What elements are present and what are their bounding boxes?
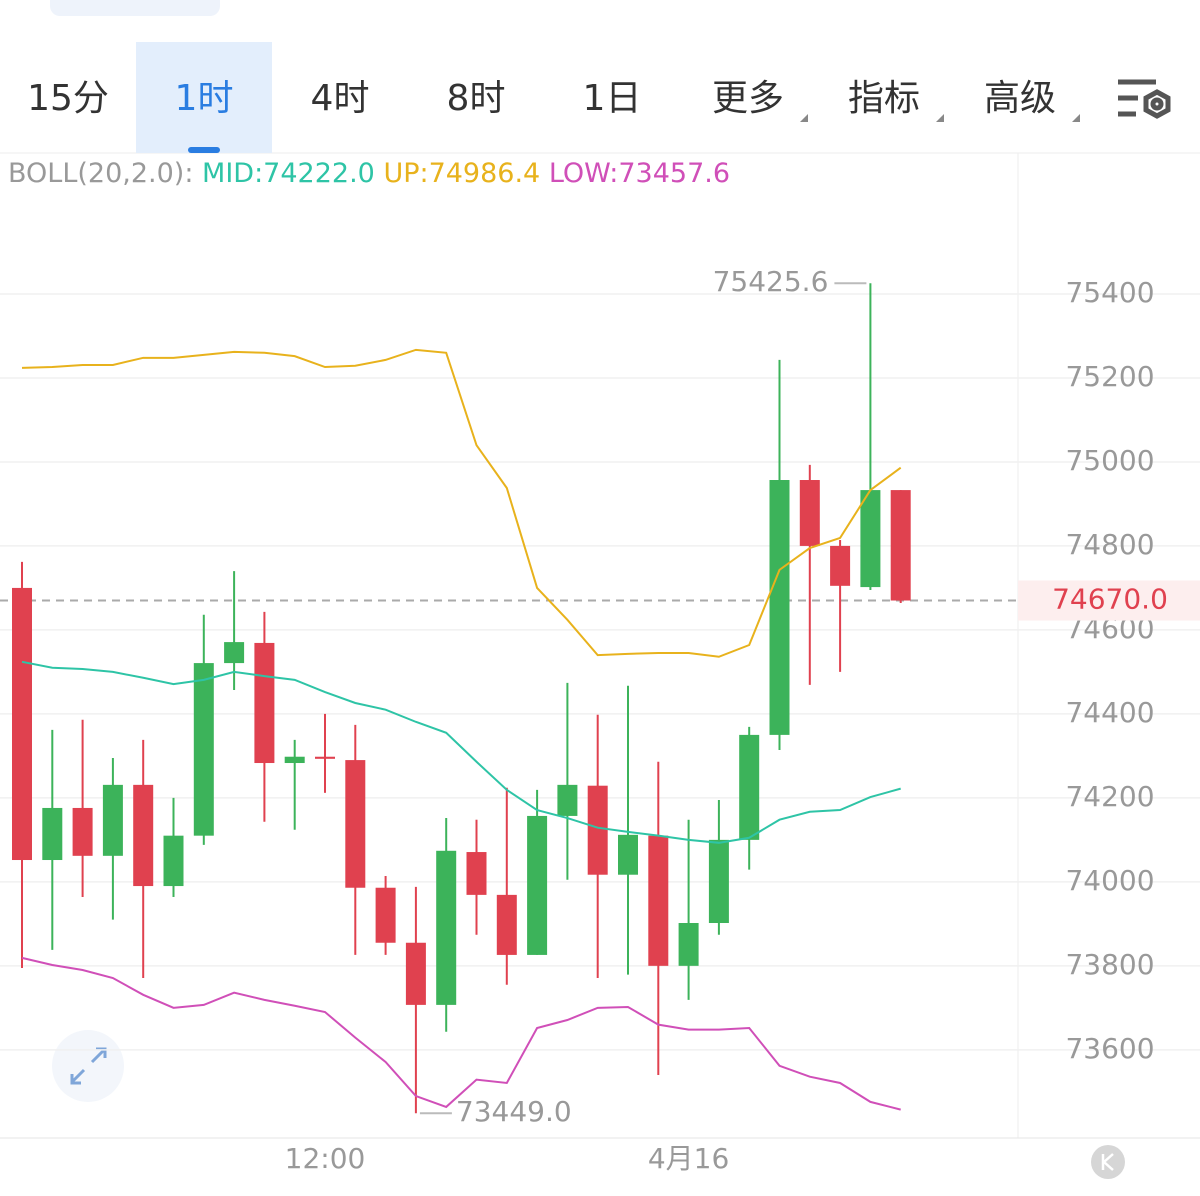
indicator-legend: BOLL(20,2.0): MID:74222.0 UP:74986.4 LOW…	[8, 158, 730, 189]
y-tick-label: 74400	[1065, 696, 1154, 729]
candle-body	[163, 835, 184, 887]
y-tick-label: 75400	[1065, 276, 1154, 309]
y-tick-label: 75000	[1065, 444, 1154, 477]
candle-body	[133, 784, 154, 887]
expand-button[interactable]	[52, 1030, 124, 1102]
last-price-bg	[1018, 580, 1200, 621]
candle-body	[739, 734, 760, 840]
candle-body	[890, 490, 911, 601]
candle-body	[375, 887, 396, 943]
boll-line	[21, 660, 901, 844]
candle-body	[254, 642, 275, 764]
legend-entry: UP:74986.4	[383, 158, 540, 189]
y-tick-label: 74800	[1065, 528, 1154, 561]
candle-body	[678, 923, 699, 966]
y-tick-label: 73800	[1065, 948, 1154, 981]
tab[interactable]: 15分	[27, 78, 109, 119]
legend-entry: MID:74222.0	[202, 158, 375, 189]
legend-entry: LOW:73457.6	[549, 158, 730, 189]
settings-icon[interactable]	[1118, 79, 1171, 119]
tab[interactable]: 高级	[984, 78, 1056, 119]
candle-body	[315, 756, 335, 759]
candle-body	[557, 784, 578, 816]
boll-line	[21, 348, 902, 658]
last-price-label: 74670.0	[1052, 583, 1168, 616]
y-tick-label: 74200	[1065, 780, 1154, 813]
candle-body	[72, 807, 93, 856]
candle-body	[436, 850, 457, 1005]
candle-body	[12, 587, 32, 861]
candle-body	[345, 760, 366, 888]
candle-body	[193, 663, 214, 836]
legend-entry: BOLL(20,2.0):	[8, 158, 193, 189]
y-tick-label: 73600	[1065, 1032, 1154, 1065]
candle-body	[587, 785, 608, 875]
tab-dropdown-arrow	[800, 114, 808, 122]
candle-body	[466, 852, 487, 895]
candle-body	[224, 642, 245, 664]
low-label: 73449.0	[456, 1095, 572, 1128]
candle-body	[799, 480, 820, 546]
candle-body	[648, 835, 669, 966]
candle-body	[42, 807, 63, 861]
high-label: 75425.6	[713, 265, 829, 298]
tab[interactable]: 1日	[583, 78, 642, 119]
k-button[interactable]	[1091, 1145, 1125, 1179]
y-tick-label: 74000	[1065, 864, 1154, 897]
tab[interactable]: 1时	[175, 78, 234, 119]
tab[interactable]: 8时	[447, 78, 506, 119]
candle-body	[769, 480, 790, 735]
tab-dropdown-arrow	[1072, 114, 1080, 122]
x-tick-label: 4月16	[648, 1142, 729, 1175]
x-tick-label: 12:00	[285, 1142, 366, 1175]
candle-body	[284, 756, 305, 764]
top-pill	[50, 0, 220, 16]
candle-body	[102, 784, 123, 856]
tab[interactable]: 指标	[848, 78, 920, 119]
plot: 7360073800740007420074400746007480075000…	[0, 265, 1200, 1128]
candle-body	[527, 815, 548, 955]
tab[interactable]: 4时	[311, 78, 370, 119]
candle-body	[860, 490, 881, 588]
tab-indicator	[188, 147, 220, 153]
tab-dropdown-arrow	[936, 114, 944, 122]
tab-active-bg	[136, 42, 272, 153]
candle-body	[405, 942, 426, 1005]
candle-body	[496, 894, 517, 955]
boll-line	[21, 956, 901, 1111]
candle-body	[708, 839, 729, 924]
tab[interactable]: 更多	[712, 78, 784, 119]
y-tick-label: 75200	[1065, 360, 1154, 393]
candle-body	[830, 545, 851, 586]
candle-body	[618, 834, 638, 875]
